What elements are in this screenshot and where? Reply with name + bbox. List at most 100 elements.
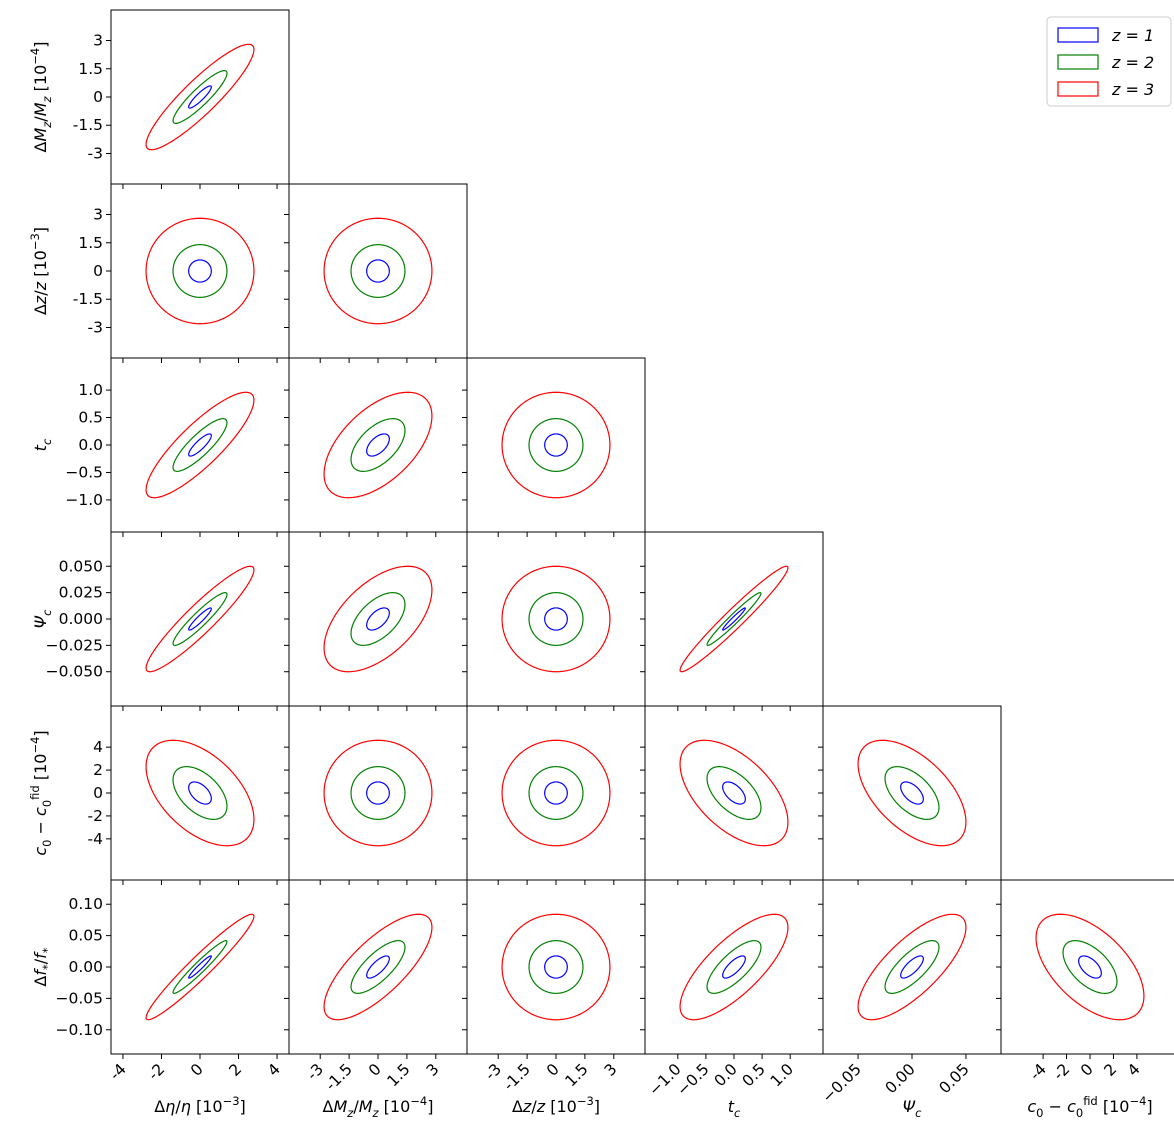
x-tick-label: −1.0 <box>645 1060 684 1099</box>
y-axis-label-Mz: ΔMz/Mz [10−4] <box>28 42 54 153</box>
x-tick-label: −0.5 <box>673 1060 712 1099</box>
x-tick-label: 3 <box>423 1060 443 1080</box>
y-tick-label: −0.05 <box>56 989 104 1007</box>
panel-frame <box>288 183 468 359</box>
y-tick-label: 0 <box>93 262 103 280</box>
contour-z1 <box>722 607 746 631</box>
contour-z3 <box>501 913 611 1021</box>
legend-label: z = 2 <box>1111 53 1154 72</box>
panel-psi-vs-tc <box>640 531 824 711</box>
x-tick-label: 4 <box>264 1060 284 1080</box>
legend-swatch <box>1057 27 1099 43</box>
y-tick-label: -2 <box>88 807 103 825</box>
panel-frame <box>288 705 468 881</box>
contour-z1 <box>544 607 568 631</box>
x-tick-label: -4 <box>1026 1060 1050 1084</box>
x-tick-label: 4 <box>1124 1060 1144 1080</box>
contour-z1 <box>188 955 212 979</box>
contour-z2 <box>706 940 762 994</box>
x-tick-label: 0.5 <box>739 1060 769 1090</box>
x-tick-label: -2 <box>1050 1060 1074 1084</box>
contour-z2 <box>172 940 228 994</box>
panel-frame <box>288 357 468 533</box>
panel-frame <box>466 705 646 881</box>
y-tick-label: 4 <box>93 738 103 756</box>
y-tick-label: 0.050 <box>59 557 103 575</box>
contour-z2 <box>172 766 228 820</box>
panel-frame <box>110 183 290 359</box>
contour-z3 <box>323 913 433 1021</box>
legend: z = 1 z = 2 z = 3 <box>1046 16 1172 107</box>
panel-frame <box>110 9 290 185</box>
panel-c0-vs-z <box>462 705 646 885</box>
contour-z2 <box>350 940 406 994</box>
y-tick-label: 0.025 <box>59 584 103 602</box>
y-tick-label: -3 <box>88 318 103 336</box>
x-tick-label: 0.05 <box>936 1060 973 1097</box>
legend-swatch <box>1057 54 1099 70</box>
contour-z3 <box>145 913 255 1021</box>
legend-label: z = 3 <box>1111 80 1154 99</box>
contour-z2 <box>884 766 940 820</box>
panel-psi-vs-Mz <box>284 531 468 711</box>
x-tick-label: -2 <box>145 1060 169 1084</box>
contour-z3 <box>323 217 433 325</box>
x-tick-label: -1.5 <box>322 1060 356 1094</box>
contour-z1 <box>544 955 568 979</box>
contour-z1 <box>366 955 390 979</box>
y-tick-label: 1.5 <box>78 60 103 78</box>
contour-z2 <box>706 766 762 820</box>
y-tick-label: −0.050 <box>46 663 103 681</box>
panel-frame <box>466 879 646 1055</box>
contour-z3 <box>145 217 255 325</box>
panel-frame <box>822 879 1002 1055</box>
panel-fstar-vs-eta: −0.10 −0.05 0.00 0.05 0.10 <box>56 879 290 1059</box>
contour-z3 <box>501 565 611 673</box>
y-tick-label: −1.0 <box>65 491 103 509</box>
panel-psi-vs-eta: −0.050 −0.025 0.000 0.025 0.050 <box>46 531 290 711</box>
contour-z3 <box>679 565 789 673</box>
y-tick-label: -4 <box>88 830 103 848</box>
y-axis-label-tc: tc <box>31 438 54 451</box>
panel-frame <box>288 879 468 1055</box>
panel-fstar-vs-Mz <box>284 879 468 1059</box>
panel-frame <box>110 531 290 707</box>
panel-c0-vs-tc <box>640 705 824 885</box>
y-tick-label: 0 <box>93 88 103 106</box>
x-axis-label-z: Δz/z [10−3] <box>512 1094 600 1116</box>
x-tick-label: 1.5 <box>562 1060 592 1090</box>
contour-z3 <box>1035 913 1145 1021</box>
panel-c0-vs-psi <box>818 705 1002 885</box>
panel-frame <box>110 879 290 1055</box>
x-axis-label-tc: tc <box>728 1097 741 1120</box>
x-tick-label: 0 <box>365 1060 385 1080</box>
contour-z1 <box>366 781 390 805</box>
x-tick-label: 0 <box>1077 1060 1097 1080</box>
x-tick-label: 2 <box>1101 1060 1121 1080</box>
contour-z1 <box>366 433 390 457</box>
contour-z3 <box>145 43 255 151</box>
y-axis-label-c0: c0 − c0fid [10−4] <box>28 730 54 855</box>
panel-tc-vs-eta: −1.0 −0.5 0.0 0.5 1.0 <box>65 357 290 537</box>
panel-Mz-vs-eta: -3 -1.5 0 1.5 3 <box>73 9 290 189</box>
y-tick-label: −0.025 <box>46 636 103 654</box>
x-axis-label-psi: Ψc <box>903 1097 923 1120</box>
y-tick-label: -1.5 <box>73 116 103 134</box>
panel-fstar-vs-psi <box>818 879 1002 1059</box>
y-tick-label: 0.10 <box>68 895 103 913</box>
contour-z2 <box>350 244 406 298</box>
panel-frame <box>466 357 646 533</box>
y-tick-label: −0.5 <box>65 463 103 481</box>
y-axis-label-psi: Ψc <box>31 609 54 629</box>
contour-z3 <box>501 739 611 847</box>
contour-z3 <box>501 391 611 499</box>
contour-z1 <box>188 607 212 631</box>
contour-z2 <box>350 418 406 472</box>
contour-z1 <box>900 955 924 979</box>
contour-z1 <box>366 259 390 283</box>
legend-label: z = 1 <box>1111 26 1154 45</box>
panel-z-vs-Mz <box>284 183 468 363</box>
contour-z2 <box>172 244 228 298</box>
contour-z3 <box>679 913 789 1021</box>
